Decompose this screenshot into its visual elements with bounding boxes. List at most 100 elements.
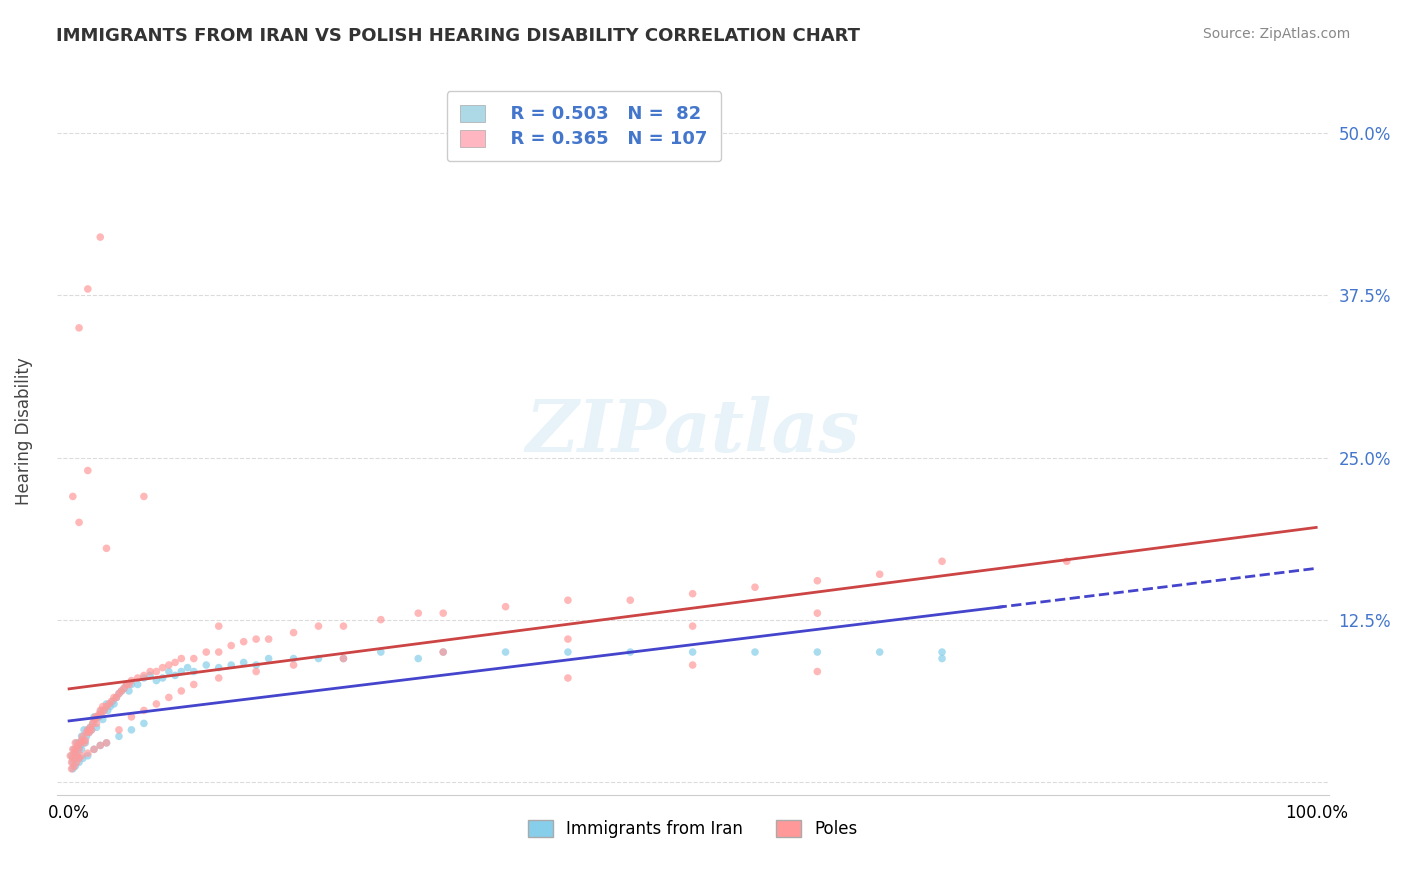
- Point: [115, 677, 138, 691]
- Point: [432, 645, 454, 659]
- Point: [245, 665, 267, 679]
- Point: [63, 746, 86, 760]
- Point: [157, 665, 180, 679]
- Point: [98, 699, 121, 714]
- Point: [87, 710, 110, 724]
- Point: [70, 733, 93, 747]
- Point: [83, 742, 105, 756]
- Point: [100, 694, 122, 708]
- Point: [67, 516, 90, 530]
- Point: [170, 684, 193, 698]
- Point: [127, 671, 149, 685]
- Point: [67, 742, 90, 756]
- Point: [65, 736, 87, 750]
- Point: [80, 723, 103, 737]
- Point: [744, 645, 766, 659]
- Point: [93, 703, 115, 717]
- Point: [105, 690, 128, 705]
- Point: [96, 541, 118, 556]
- Point: [69, 736, 91, 750]
- Point: [170, 665, 193, 679]
- Point: [152, 671, 174, 685]
- Point: [70, 748, 93, 763]
- Point: [83, 742, 105, 756]
- Point: [65, 742, 87, 756]
- Point: [83, 713, 105, 727]
- Point: [195, 658, 218, 673]
- Point: [65, 736, 87, 750]
- Point: [76, 746, 98, 760]
- Point: [62, 762, 84, 776]
- Point: [112, 681, 135, 696]
- Point: [332, 651, 354, 665]
- Point: [1056, 554, 1078, 568]
- Point: [103, 690, 125, 705]
- Point: [63, 742, 86, 756]
- Point: [744, 580, 766, 594]
- Point: [370, 645, 392, 659]
- Point: [232, 656, 254, 670]
- Point: [132, 703, 155, 717]
- Point: [208, 671, 231, 685]
- Y-axis label: Hearing Disability: Hearing Disability: [15, 358, 32, 506]
- Point: [176, 660, 198, 674]
- Point: [208, 660, 231, 674]
- Point: [283, 625, 305, 640]
- Point: [66, 748, 89, 763]
- Point: [165, 668, 187, 682]
- Point: [165, 656, 187, 670]
- Point: [105, 690, 128, 705]
- Point: [89, 230, 111, 244]
- Point: [63, 759, 86, 773]
- Point: [406, 651, 429, 665]
- Point: [89, 739, 111, 753]
- Point: [67, 736, 90, 750]
- Point: [283, 658, 305, 673]
- Point: [931, 645, 953, 659]
- Point: [183, 651, 205, 665]
- Point: [76, 723, 98, 737]
- Point: [245, 658, 267, 673]
- Point: [91, 699, 114, 714]
- Point: [80, 723, 103, 737]
- Point: [682, 658, 704, 673]
- Point: [84, 713, 107, 727]
- Point: [120, 677, 142, 691]
- Point: [75, 733, 97, 747]
- Point: [406, 606, 429, 620]
- Point: [118, 677, 141, 691]
- Point: [65, 759, 87, 773]
- Point: [931, 651, 953, 665]
- Point: [89, 739, 111, 753]
- Point: [65, 756, 87, 770]
- Point: [132, 490, 155, 504]
- Point: [232, 634, 254, 648]
- Point: [110, 684, 132, 698]
- Point: [101, 694, 124, 708]
- Point: [557, 671, 579, 685]
- Point: [66, 742, 89, 756]
- Point: [332, 651, 354, 665]
- Point: [67, 321, 90, 335]
- Point: [75, 736, 97, 750]
- Point: [139, 668, 162, 682]
- Point: [83, 710, 105, 724]
- Point: [98, 697, 121, 711]
- Point: [283, 651, 305, 665]
- Point: [112, 681, 135, 696]
- Point: [495, 599, 517, 614]
- Point: [62, 751, 84, 765]
- Point: [82, 716, 104, 731]
- Point: [245, 632, 267, 646]
- Point: [257, 632, 280, 646]
- Point: [308, 619, 330, 633]
- Point: [495, 645, 517, 659]
- Point: [84, 710, 107, 724]
- Point: [69, 739, 91, 753]
- Point: [96, 697, 118, 711]
- Point: [183, 665, 205, 679]
- Point: [219, 658, 242, 673]
- Point: [76, 748, 98, 763]
- Point: [118, 684, 141, 698]
- Point: [208, 645, 231, 659]
